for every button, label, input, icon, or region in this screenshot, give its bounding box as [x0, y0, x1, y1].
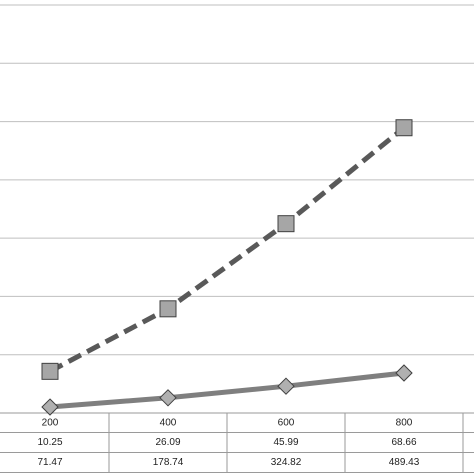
table-value: 45.99: [273, 437, 298, 448]
marker: [41, 398, 59, 416]
marker: [277, 215, 295, 233]
table-value: 10.25: [37, 437, 62, 448]
x-tick-label: 600: [278, 418, 295, 429]
series-line: [48, 125, 406, 374]
table-value: 26.09: [155, 437, 180, 448]
marker: [159, 300, 177, 318]
table-value: 71.47: [37, 457, 62, 468]
marker: [395, 119, 413, 137]
marker: [41, 362, 59, 380]
x-tick-label: 800: [396, 418, 413, 429]
table-value: 324.82: [271, 457, 302, 468]
series-line: [49, 370, 405, 410]
marker: [159, 389, 177, 407]
table-value: 68.66: [391, 437, 416, 448]
x-tick-label: 200: [42, 418, 59, 429]
marker: [277, 377, 295, 395]
table-value: 489.43: [389, 457, 420, 468]
marker: [395, 364, 413, 382]
x-tick-label: 400: [160, 418, 177, 429]
table-value: 178.74: [153, 457, 184, 468]
